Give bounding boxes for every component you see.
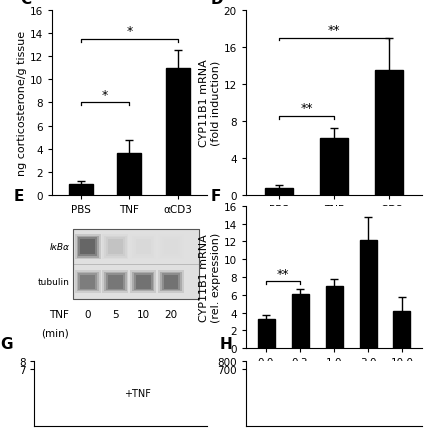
Text: +TNF: +TNF — [124, 388, 151, 399]
Bar — [325, 286, 342, 348]
Bar — [102, 271, 128, 293]
Bar — [359, 240, 376, 348]
Bar — [393, 311, 409, 348]
Text: **: ** — [299, 102, 312, 115]
Bar — [130, 234, 156, 260]
Bar — [80, 275, 95, 289]
Bar — [106, 273, 124, 290]
Text: *: * — [101, 89, 108, 101]
Bar — [77, 272, 98, 292]
Bar — [73, 230, 198, 299]
Bar — [135, 239, 150, 255]
Y-axis label: CYP11B1 mRNA
(rel. expression): CYP11B1 mRNA (rel. expression) — [199, 232, 220, 322]
Bar — [106, 238, 124, 256]
Text: C: C — [21, 0, 32, 7]
Bar — [160, 272, 182, 292]
Bar — [130, 271, 156, 293]
Text: G: G — [0, 337, 12, 352]
Bar — [78, 273, 97, 290]
Bar — [161, 273, 180, 290]
Bar — [74, 271, 101, 293]
Text: **: ** — [276, 267, 289, 280]
Bar — [134, 238, 152, 256]
Bar — [80, 239, 95, 255]
Bar — [78, 238, 97, 256]
Bar — [165, 68, 190, 196]
Bar — [264, 188, 292, 196]
Bar — [161, 238, 180, 256]
Text: 20: 20 — [164, 310, 177, 319]
Bar — [74, 234, 101, 260]
Bar — [102, 234, 128, 260]
Bar — [158, 234, 184, 260]
Bar — [73, 230, 198, 299]
Bar — [134, 273, 152, 290]
Bar — [158, 271, 184, 293]
Bar — [108, 239, 123, 255]
Bar — [108, 275, 123, 289]
Y-axis label: ng corticosterone/g tissue: ng corticosterone/g tissue — [17, 31, 27, 175]
Text: **: ** — [327, 24, 340, 37]
Bar — [104, 236, 126, 258]
Text: E: E — [13, 189, 24, 204]
X-axis label: TNF (ng/ml): TNF (ng/ml) — [301, 373, 366, 383]
Text: 0: 0 — [84, 310, 91, 319]
Bar — [135, 275, 150, 289]
Bar — [257, 319, 274, 348]
Bar — [375, 71, 402, 196]
Text: 5: 5 — [112, 310, 119, 319]
Bar — [104, 272, 126, 292]
Bar — [132, 272, 154, 292]
Text: (min): (min) — [41, 328, 69, 338]
Y-axis label: CYP11B1 mRNA
(fold induction): CYP11B1 mRNA (fold induction) — [199, 59, 220, 147]
Text: 10: 10 — [136, 310, 150, 319]
Bar — [117, 154, 141, 196]
Bar — [319, 138, 347, 196]
Bar — [132, 236, 154, 258]
Text: H: H — [218, 337, 231, 352]
Text: *: * — [126, 25, 132, 38]
Text: IκBα: IκBα — [49, 243, 69, 252]
Bar — [163, 239, 178, 255]
Bar — [77, 236, 98, 258]
Bar — [160, 236, 182, 258]
Bar — [68, 184, 93, 196]
Text: D: D — [210, 0, 222, 7]
Bar — [163, 275, 178, 289]
Text: F: F — [210, 189, 220, 203]
Bar — [291, 294, 308, 348]
Text: tubulin: tubulin — [37, 277, 69, 286]
Text: TNF: TNF — [49, 310, 69, 319]
